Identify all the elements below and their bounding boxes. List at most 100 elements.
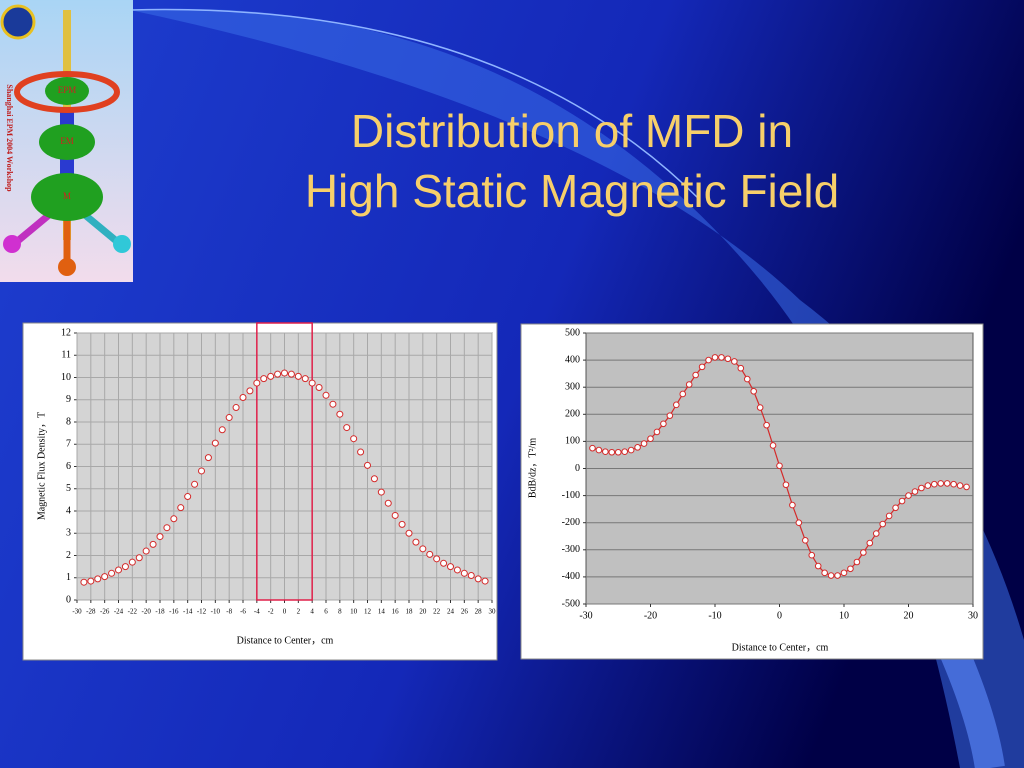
data-point — [724, 355, 732, 363]
data-point — [322, 391, 330, 399]
x-tick-label: 10 — [839, 610, 849, 621]
y-tick-label: 7 — [66, 439, 71, 450]
x-tick-label: -8 — [226, 608, 232, 616]
data-point — [170, 515, 178, 523]
data-point — [384, 499, 392, 507]
x-tick-label: 8 — [338, 608, 342, 616]
data-point — [698, 363, 706, 371]
y-tick-label: 8 — [66, 416, 71, 427]
data-point — [94, 575, 102, 583]
data-point — [847, 565, 854, 573]
data-point — [950, 480, 957, 488]
data-point — [329, 400, 337, 408]
data-point — [937, 480, 945, 487]
y-axis-label: BdB/dz，T²/m — [527, 438, 538, 498]
data-point — [198, 467, 205, 475]
logo-emblem — [0, 4, 36, 40]
data-point — [419, 545, 427, 553]
y-tick-label: 6 — [66, 461, 71, 472]
x-tick-label: 16 — [392, 608, 400, 616]
data-point — [281, 369, 288, 377]
data-point — [301, 375, 309, 383]
data-point — [467, 572, 475, 580]
data-point — [80, 578, 88, 586]
x-tick-label: -18 — [155, 608, 165, 616]
slide-title: High Static Magnetic Field — [305, 165, 839, 217]
x-tick-label: 12 — [364, 608, 372, 616]
y-tick-label: 400 — [565, 354, 580, 365]
data-point — [660, 420, 667, 428]
data-point — [653, 428, 661, 436]
data-point — [391, 511, 399, 519]
data-point — [892, 504, 899, 512]
highlight-region — [256, 322, 313, 601]
data-point — [343, 424, 351, 432]
data-point — [412, 538, 420, 546]
x-tick-label: -22 — [128, 608, 138, 616]
data-point — [885, 512, 893, 520]
x-axis-label: Distance to Center，cm — [237, 635, 334, 646]
data-point — [750, 387, 758, 395]
y-tick-label: 5 — [66, 483, 71, 494]
x-tick-label: 4 — [310, 608, 314, 616]
data-point — [595, 446, 603, 454]
data-point — [108, 569, 116, 577]
data-point — [931, 480, 938, 488]
y-tick-label: -100 — [562, 490, 580, 501]
data-point — [802, 537, 809, 544]
data-point — [218, 426, 226, 434]
data-point — [184, 493, 192, 501]
y-tick-label: -200 — [562, 517, 580, 528]
data-point — [350, 435, 358, 443]
data-point — [602, 448, 609, 455]
data-point — [128, 558, 136, 566]
y-tick-label: -500 — [562, 598, 580, 609]
x-tick-label: -12 — [197, 608, 207, 616]
y-tick-label: 100 — [565, 436, 580, 447]
data-point — [225, 414, 233, 422]
data-point — [769, 442, 777, 449]
data-point — [294, 372, 302, 380]
data-point — [260, 375, 268, 383]
data-point — [821, 569, 828, 577]
x-tick-label: 14 — [378, 608, 386, 616]
data-point — [756, 404, 764, 411]
x-tick-label: 24 — [447, 608, 455, 616]
data-point — [834, 572, 841, 579]
data-point — [398, 520, 406, 528]
data-point — [204, 454, 212, 462]
data-point — [776, 462, 783, 470]
y-tick-label: 1 — [66, 572, 71, 583]
data-point — [211, 439, 219, 447]
x-tick-label: 28 — [475, 608, 483, 616]
data-point — [308, 379, 316, 387]
data-point — [101, 573, 109, 581]
slide-title: Distribution of MFD in — [351, 105, 793, 157]
data-point — [87, 577, 95, 585]
x-tick-label: -24 — [114, 608, 124, 616]
x-tick-label: 2 — [297, 608, 301, 616]
logo: EPM EM M Shanghai EPM 2004 Workshop — [0, 0, 133, 282]
data-point — [795, 519, 803, 527]
logo-ball — [3, 235, 21, 253]
data-point — [440, 559, 448, 567]
data-point — [405, 529, 413, 537]
logo-node — [39, 124, 95, 160]
data-point — [905, 492, 912, 499]
x-tick-label: 22 — [433, 608, 441, 616]
x-tick-label: -30 — [579, 610, 592, 621]
data-point — [135, 554, 143, 562]
data-point — [627, 446, 635, 454]
data-point — [718, 354, 725, 361]
data-point — [460, 569, 468, 577]
x-tick-label: -28 — [86, 608, 96, 616]
data-point — [377, 488, 385, 496]
data-point — [370, 475, 378, 483]
data-point — [673, 401, 680, 409]
data-point — [246, 387, 254, 395]
data-point — [426, 550, 434, 558]
data-point — [943, 480, 951, 487]
y-tick-label: 4 — [66, 505, 71, 516]
data-point — [860, 549, 867, 556]
